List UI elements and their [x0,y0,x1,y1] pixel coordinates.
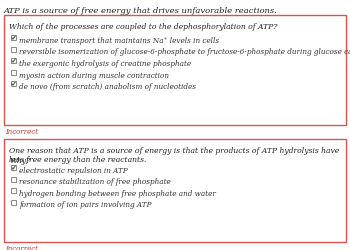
Bar [4,16,346,126]
Bar [11,200,16,205]
Text: Why?: Why? [9,156,30,164]
Bar [11,36,16,41]
Text: myosin action during muscle contraction: myosin action during muscle contraction [19,71,169,79]
Text: resonance stabilization of free phosphate: resonance stabilization of free phosphat… [19,178,171,186]
Text: de novo (from scratch) anabolism of nucleotides: de novo (from scratch) anabolism of nucl… [19,83,196,91]
Text: Which of the processes are coupled to the dephosphorylation of ATP?: Which of the processes are coupled to th… [9,23,278,31]
Text: the exergonic hydrolysis of creatine phosphate: the exergonic hydrolysis of creatine pho… [19,60,191,68]
Text: electrostatic repulsion in ATP: electrostatic repulsion in ATP [19,166,128,174]
Text: reversible isomerization of glucose-6-phosphate to fructose-6-phosphate during g: reversible isomerization of glucose-6-ph… [19,48,350,56]
Bar [11,82,16,87]
Bar [4,140,346,242]
Bar [11,177,16,182]
Text: Incorrect: Incorrect [5,244,38,250]
Bar [11,188,16,193]
Text: formation of ion pairs involving ATP: formation of ion pairs involving ATP [19,201,152,209]
Text: Incorrect: Incorrect [5,128,38,136]
Text: membrane transport that maintains Na⁺ levels in cells: membrane transport that maintains Na⁺ le… [19,37,219,45]
Bar [11,59,16,64]
Bar [11,47,16,52]
Bar [11,165,16,170]
Bar [11,70,16,75]
Text: One reason that ATP is a source of energy is that the products of ATP hydrolysis: One reason that ATP is a source of energ… [9,146,339,164]
Text: ATP is a source of free energy that drives unfavorable reactions.: ATP is a source of free energy that driv… [4,7,278,15]
Text: hydrogen bonding between free phosphate and water: hydrogen bonding between free phosphate … [19,189,216,197]
